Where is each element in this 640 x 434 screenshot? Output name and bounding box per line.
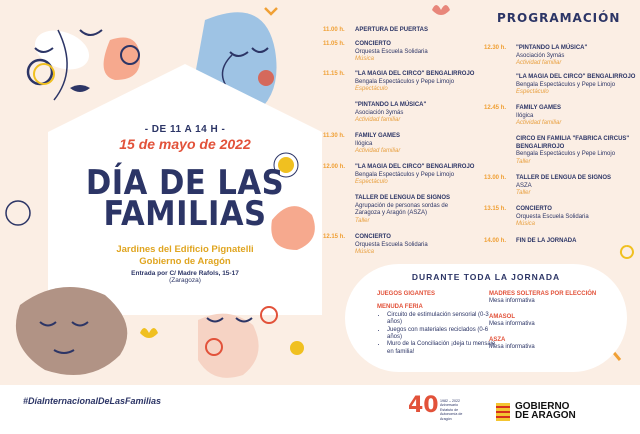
- entry-org: Orquesta Escuela Solidaria: [355, 48, 428, 55]
- time-range: - DE 11 A 14 H -: [144, 124, 226, 135]
- event-date: 15 de mayo de 2022: [119, 136, 251, 152]
- entry-category: Espectáculo: [355, 179, 388, 186]
- list-item: Juegos con materiales reciclados (0-6 añ…: [387, 327, 497, 342]
- entry-time: 11.00 h.: [323, 27, 345, 33]
- list-item: Circuito de estimulación sensorial (0-3 …: [387, 312, 497, 327]
- footer: [0, 385, 640, 434]
- all-day-panel: DURANTE TODA LA JORNADA JUEGOS GIGANTES …: [345, 264, 627, 372]
- entry-category: Taller: [516, 158, 531, 165]
- entry-category: Actividad familiar: [355, 148, 401, 155]
- house-shape: [48, 64, 322, 315]
- entry-org: Ilógica: [355, 140, 373, 147]
- entry-name: CONCIERTO: [355, 41, 391, 47]
- entry-name: FIN DE LA JORNADA: [516, 238, 577, 244]
- entry-org: Orquesta Escuela Solidaria: [516, 213, 589, 220]
- entry-org: Orquesta Escuela Solidaria: [355, 241, 428, 248]
- entry-name: "LA MAGIA DEL CIRCO" BENGALIRROJO: [355, 164, 475, 170]
- event-title: DÍA DE LAS FAMILIAS: [85, 163, 285, 234]
- aragon-flag-icon: [496, 403, 510, 421]
- entry-name: APERTURA DE PUERTAS: [355, 27, 429, 33]
- entry-time: 11.15 h.: [323, 71, 345, 77]
- venue-city: (Zaragoza): [169, 277, 201, 284]
- feria-list: Circuito de estimulación sensorial (0-3 …: [377, 312, 497, 356]
- top-left-faces: [34, 29, 103, 101]
- entry-name: "PINTANDO LA MÚSICA": [355, 102, 427, 108]
- entry-org: Agrupación de personas sordas de Zaragoz…: [355, 202, 449, 217]
- entry-org: Bengala Espectáculos y Pepe Limojo: [516, 81, 616, 88]
- entry-org: Bengala Espectáculos y Pepe Limojo: [355, 78, 455, 85]
- entry-time: 12.45 h.: [484, 105, 507, 111]
- entry-category: Espectáculo: [516, 89, 549, 96]
- entry-org: Ilógica: [516, 112, 534, 119]
- entry-name: TALLER DE LENGUA DE SIGNOS: [516, 175, 612, 181]
- entry-category: Taller: [355, 217, 370, 224]
- entry-time: 12.30 h.: [484, 45, 507, 51]
- entry-time: 14.00 h.: [484, 238, 507, 244]
- entry-category: Actividad familiar: [516, 120, 562, 127]
- entry-org: Bengala Espectáculos y Pepe Limojo: [516, 151, 616, 158]
- entry-time: 12.00 h.: [323, 164, 346, 170]
- entry-time: 11.05 h.: [323, 41, 345, 47]
- entry-time: 12.15 h.: [323, 234, 346, 240]
- entry-category: Música: [516, 221, 536, 228]
- list-item: Muro de la Conciliación ¡deja tu mensaje…: [387, 341, 497, 356]
- entry-time: 11.30 h.: [323, 133, 345, 139]
- entry-category: Actividad familiar: [516, 60, 562, 67]
- entry-org: Asociación 3ymás: [516, 52, 565, 59]
- entry-name: "LA MAGIA DEL CIRCO" BENGALIRROJO: [516, 74, 636, 80]
- entry-name: FAMILY GAMES: [355, 133, 401, 139]
- entry-name: "LA MAGIA DEL CIRCO" BENGALIRROJO: [355, 71, 475, 77]
- entry-name: FAMILY GAMES: [516, 105, 562, 111]
- venue-entrance: Entrada por C/ Madre Rafols, 15-17: [131, 270, 239, 277]
- entry-category: Taller: [516, 190, 531, 197]
- entry-name: CONCIERTO: [355, 234, 391, 240]
- entry-time: 13.15 h.: [484, 206, 507, 212]
- entry-name: TALLER DE LENGUA DE SIGNOS: [355, 195, 451, 201]
- entry-time: 13.00 h.: [484, 175, 507, 181]
- brown-face: [15, 287, 128, 375]
- venue-name: Jardines del Edificio Pignatelli: [116, 244, 254, 255]
- entry-category: Música: [355, 249, 375, 256]
- aniversario-logo: 40 1982 – 2022 Aniversario Estatuto de A…: [408, 393, 463, 421]
- entry-org: ASZA: [516, 182, 532, 189]
- all-day-left: JUEGOS GIGANTES MENUDA FERIA Circuito de…: [377, 291, 497, 356]
- scribble-yellow-topleft: [26, 58, 55, 86]
- entry-category: Espectáculo: [355, 86, 388, 93]
- program-title: PROGRAMACIÓN: [497, 11, 621, 25]
- entry-org: Bengala Espectáculos y Pepe Limojo: [355, 171, 455, 178]
- entry-category: Actividad familiar: [355, 117, 401, 124]
- all-day-title: DURANTE TODA LA JORNADA: [411, 272, 561, 282]
- entry-name: CIRCO EN FAMILIA "FABRICA CIRCUS" BENGAL…: [516, 136, 630, 150]
- entry-name: "PINTANDO LA MÚSICA": [516, 45, 588, 51]
- hashtag: #DíaInternacionalDeLasFamilias: [23, 396, 162, 406]
- entry-org: Asociación 3ymás: [355, 109, 404, 116]
- venue-org: Gobierno de Aragón: [139, 256, 231, 267]
- entry-name: CONCIERTO: [516, 206, 552, 212]
- event-info: - DE 11 A 14 H - 15 de mayo de 2022 DÍA …: [60, 124, 310, 284]
- entry-category: Música: [355, 56, 375, 63]
- all-day-right: MADRES SOLTERAS POR ELECCIÓN Mesa inform…: [489, 291, 597, 351]
- gobierno-logo: GOBIERNO DE ARAGON: [515, 401, 576, 421]
